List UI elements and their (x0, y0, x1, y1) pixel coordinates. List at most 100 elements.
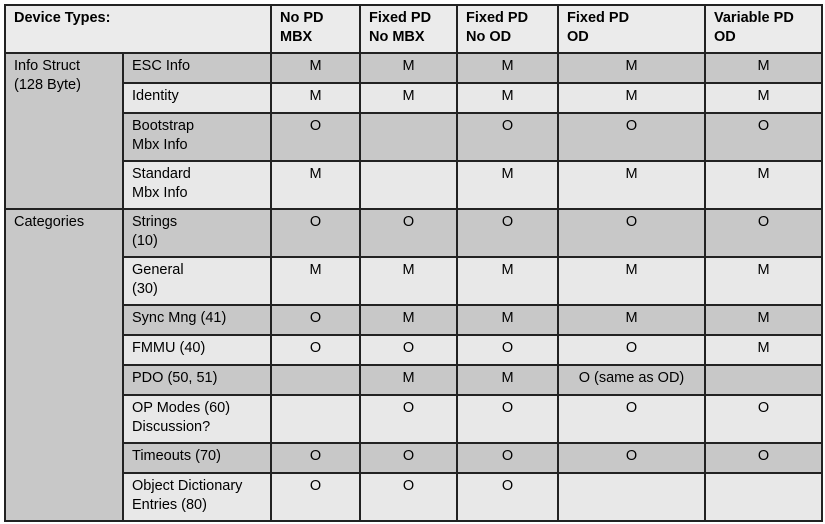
cell-text-line: PDO (50, 51) (132, 370, 218, 386)
value-cell (557, 472, 706, 522)
table-row: General (30) M M M M M (5, 256, 823, 306)
value-cell: M (557, 256, 706, 306)
value-cell: O (704, 208, 823, 258)
value-cell (704, 364, 823, 396)
value-cell: M (704, 334, 823, 366)
cell-text-line: OD (567, 29, 589, 45)
value-cell: O (456, 442, 559, 474)
value-cell (270, 364, 361, 396)
value-cell: O (270, 334, 361, 366)
value-cell: O (270, 304, 361, 336)
value-cell: M (557, 160, 706, 210)
cell-text-line: (10) (132, 233, 158, 249)
device-types-table: Device Types: No PD MBX Fixed PD No MBX Fixe… (4, 4, 823, 522)
table-row: OP Modes (60) Discussion? O O O O (5, 394, 823, 444)
value-cell: O (456, 112, 559, 162)
cell-text-line: No PD (280, 10, 324, 26)
value-cell: O (557, 334, 706, 366)
row-label: Standard Mbx Info (122, 160, 272, 210)
value-cell: O (557, 112, 706, 162)
cell-text-line: Entries (80) (132, 497, 207, 513)
row-label: PDO (50, 51) (122, 364, 272, 396)
table-row: FMMU (40) O O O O M (5, 334, 823, 366)
header-column: Variable PD OD (704, 4, 823, 54)
value-cell: O (456, 334, 559, 366)
value-cell: O (270, 472, 361, 522)
row-label: Strings (10) (122, 208, 272, 258)
cell-text-line: Fixed PD (466, 10, 529, 26)
cell-text-line: Standard (132, 166, 191, 182)
table-row: Standard Mbx Info M M M M (5, 160, 823, 210)
row-label: OP Modes (60) Discussion? (122, 394, 272, 444)
value-cell: M (456, 256, 559, 306)
cell-text-line: Timeouts (70) (132, 448, 221, 464)
value-cell: M (359, 304, 458, 336)
value-cell: O (557, 208, 706, 258)
value-cell: O (456, 208, 559, 258)
value-cell: M (704, 82, 823, 114)
value-cell: M (456, 52, 559, 84)
value-cell: O (359, 442, 458, 474)
cell-text-line: OD (714, 29, 736, 45)
group-label: Categories (4, 208, 124, 522)
row-label: Bootstrap Mbx Info (122, 112, 272, 162)
value-cell: M (456, 160, 559, 210)
value-cell: O (359, 208, 458, 258)
cell-text-line: Variable PD (714, 10, 794, 26)
cell-text-line: Discussion? (132, 419, 211, 435)
value-cell: O (same as OD) (557, 364, 706, 396)
cell-text-line: (30) (132, 281, 158, 297)
cell-text-line: Bootstrap (132, 118, 195, 134)
value-cell: O (359, 334, 458, 366)
header-device-types: Device Types: (4, 4, 272, 54)
header-column: No PD MBX (270, 4, 361, 54)
value-cell: O (456, 394, 559, 444)
value-cell: M (456, 304, 559, 336)
group-label: Info Struct (128 Byte) (4, 52, 124, 210)
value-cell: M (704, 256, 823, 306)
cell-text-line: Object Dictionary (132, 478, 243, 494)
value-cell: O (456, 472, 559, 522)
value-cell: O (557, 442, 706, 474)
value-cell: M (359, 256, 458, 306)
value-cell: M (456, 82, 559, 114)
row-label: Object Dictionary Entries (80) (122, 472, 272, 522)
value-cell: O (270, 208, 361, 258)
cell-text-line: Sync Mng (41) (132, 310, 227, 326)
header-column: Fixed PD No OD (456, 4, 559, 54)
cell-text-line: OP Modes (60) (132, 400, 231, 416)
value-cell: O (704, 112, 823, 162)
value-cell: M (704, 52, 823, 84)
value-cell: O (359, 472, 458, 522)
table-row: Bootstrap Mbx Info O O O O (5, 112, 823, 162)
row-label: Timeouts (70) (122, 442, 272, 474)
cell-text-line: No OD (466, 29, 512, 45)
cell-text-line: Mbx Info (132, 137, 188, 153)
row-label: General (30) (122, 256, 272, 306)
table-row: Timeouts (70) O O O O O (5, 442, 823, 474)
value-cell: M (270, 160, 361, 210)
header-column: Fixed PD OD (557, 4, 706, 54)
value-cell (270, 394, 361, 444)
value-cell: M (359, 364, 458, 396)
table-row: Sync Mng (41) O M M M M (5, 304, 823, 336)
value-cell: M (557, 82, 706, 114)
row-label: FMMU (40) (122, 334, 272, 366)
value-cell (359, 160, 458, 210)
value-cell: O (359, 394, 458, 444)
value-cell: M (557, 52, 706, 84)
cell-text-line: Info Struct (14, 58, 81, 74)
cell-text-line: Fixed PD (369, 10, 432, 26)
value-cell: M (557, 304, 706, 336)
value-cell: M (270, 82, 361, 114)
cell-text-line: No MBX (369, 29, 425, 45)
value-cell: O (270, 112, 361, 162)
cell-text-line: Categories (14, 214, 85, 230)
row-label: Identity (122, 82, 272, 114)
table-row: Identity M M M M M (5, 82, 823, 114)
value-cell: M (704, 160, 823, 210)
value-cell: M (359, 82, 458, 114)
value-cell: M (270, 256, 361, 306)
cell-text-line: ESC Info (132, 58, 191, 74)
cell-text-line: Strings (132, 214, 178, 230)
